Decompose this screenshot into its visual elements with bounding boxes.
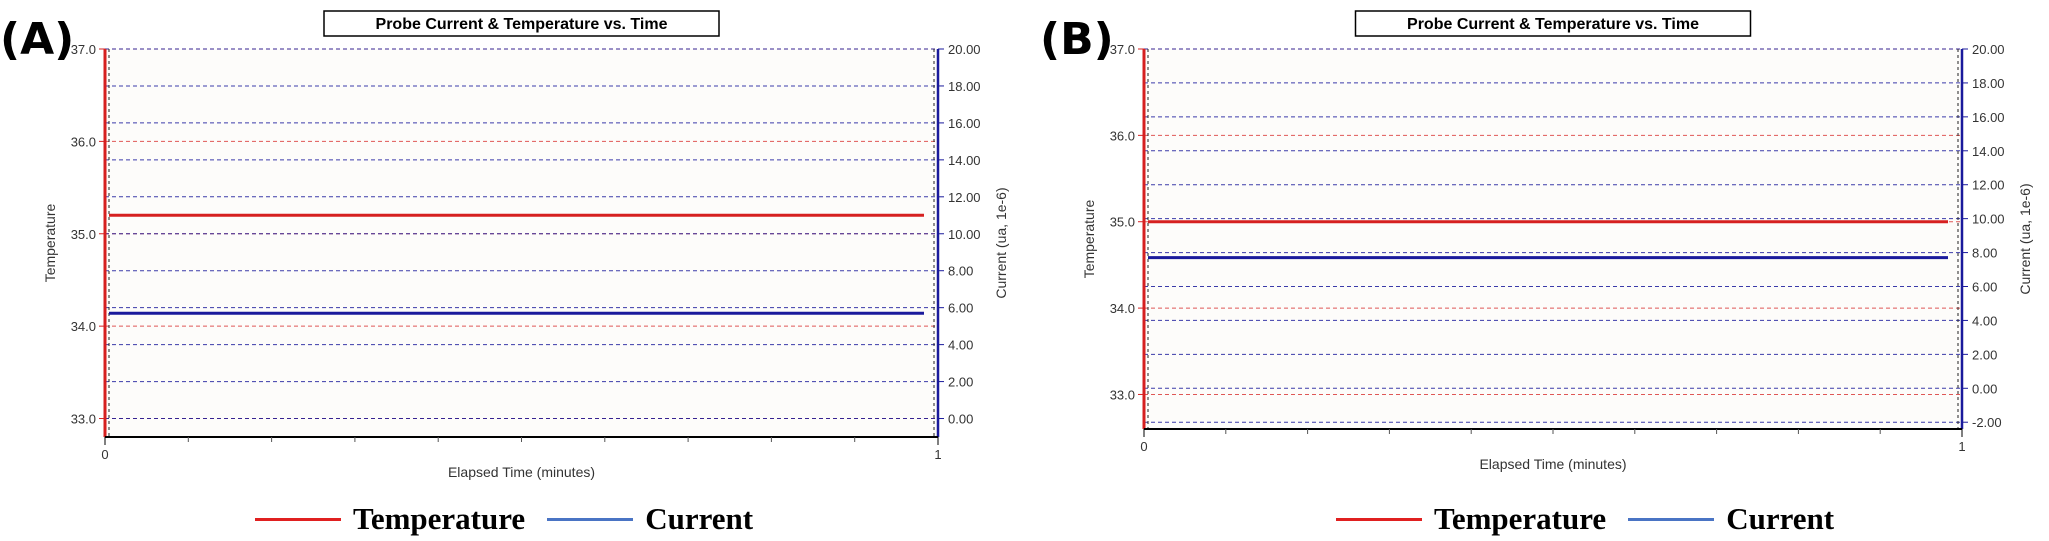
right-tick-label: 12.00 [1972, 178, 2005, 193]
legend: Temperature Current [255, 501, 775, 537]
legend: Temperature Current [1336, 501, 1856, 537]
left-tick-label: 37.0 [71, 42, 96, 57]
panel-label: (B) [1040, 14, 1114, 65]
right-axis-title: Current (ua, 1e-6) [993, 187, 1009, 298]
left-tick-label: 36.0 [1110, 128, 1135, 143]
left-tick-label: 33.0 [1110, 387, 1135, 402]
chart-panel-b: (B) 33.0 34.0 35.0 36.0 37.0 -2.00 0.00 2.00 4.0… [1040, 0, 2049, 541]
right-tick-label: 18.00 [948, 79, 981, 94]
right-tick-label: 10.00 [948, 227, 981, 242]
chart-b-svg: 33.0 34.0 35.0 36.0 37.0 -2.00 0.00 2.00 4.00 6.0… [1081, 10, 2033, 472]
legend-label-temperature: Temperature [1434, 501, 1607, 536]
right-tick-label: 20.00 [1972, 42, 2005, 57]
right-tick-label: 0.00 [1972, 381, 1997, 396]
plot-area [1144, 49, 1962, 429]
right-tick-label: 20.00 [948, 42, 981, 57]
legend-swatch-current [547, 517, 634, 521]
legend-item-temperature: Temperature [255, 501, 525, 537]
left-tick-label: 34.0 [71, 319, 96, 334]
right-tick-label: 8.00 [948, 264, 973, 279]
right-tick-label: 14.00 [948, 153, 981, 168]
chart-title-box [323, 10, 720, 37]
legend-item-current: Current [1628, 501, 1834, 537]
legend-label-temperature: Temperature [353, 501, 526, 536]
left-tick-label: 34.0 [1110, 301, 1135, 316]
x-tick-label: 0 [101, 447, 108, 462]
right-tick-label: 6.00 [948, 301, 973, 316]
right-tick-label: 8.00 [1972, 246, 1997, 261]
left-tick-label: 37.0 [1110, 42, 1135, 57]
chart-panel-a: (A) 33.0 34.0 35.0 36.0 37.0 0.00 2.00 4.00 6.00… [0, 0, 1024, 541]
x-tick-label: 0 [1140, 439, 1147, 454]
right-tick-label: 0.00 [948, 412, 973, 427]
left-tick-label: 35.0 [1110, 215, 1135, 230]
right-tick-label: 6.00 [1972, 280, 1997, 295]
right-tick-label: 18.00 [1972, 76, 2005, 91]
chart-title: Probe Current & Temperature vs. Time [376, 16, 668, 33]
left-tick-label: 35.0 [71, 227, 96, 242]
left-axis-title: Temperature [42, 203, 58, 282]
right-tick-label: 4.00 [1972, 313, 1997, 328]
x-axis-title: Elapsed Time (minutes) [448, 464, 595, 480]
x-axis-title: Elapsed Time (minutes) [1479, 456, 1626, 472]
left-tick-label: 33.0 [71, 412, 96, 427]
legend-label-current: Current [1726, 501, 1835, 536]
x-tick-label: 1 [934, 447, 941, 462]
right-axis-title: Current (ua, 1e-6) [2017, 183, 2033, 294]
right-tick-label: 4.00 [948, 338, 973, 353]
legend-swatch-current [1628, 517, 1715, 521]
right-tick-label: 16.00 [948, 116, 981, 131]
right-tick-label: 14.00 [1972, 144, 2005, 159]
right-tick-label: 16.00 [1972, 110, 2005, 125]
left-axis-title: Temperature [1081, 199, 1097, 278]
chart-title-box [1354, 10, 1752, 37]
right-tick-label: 2.00 [1972, 347, 1997, 362]
chart-a-svg: 33.0 34.0 35.0 36.0 37.0 0.00 2.00 4.00 6.00 8.00… [42, 10, 1009, 480]
plot-area [105, 49, 938, 437]
left-tick-label: 36.0 [71, 134, 96, 149]
right-tick-label: 10.00 [1972, 212, 2005, 227]
legend-swatch-temperature [255, 517, 341, 521]
panel-label: (A) [0, 14, 75, 65]
right-tick-label: 12.00 [948, 190, 981, 205]
right-tick-label: 2.00 [948, 375, 973, 390]
legend-label-current: Current [645, 501, 754, 536]
chart-title: Probe Current & Temperature vs. Time [1407, 16, 1699, 33]
x-tick-label: 1 [1958, 439, 1965, 454]
legend-item-current: Current [547, 501, 753, 537]
legend-swatch-temperature [1336, 517, 1422, 521]
right-tick-label: -2.00 [1972, 415, 2002, 430]
legend-item-temperature: Temperature [1336, 501, 1606, 537]
